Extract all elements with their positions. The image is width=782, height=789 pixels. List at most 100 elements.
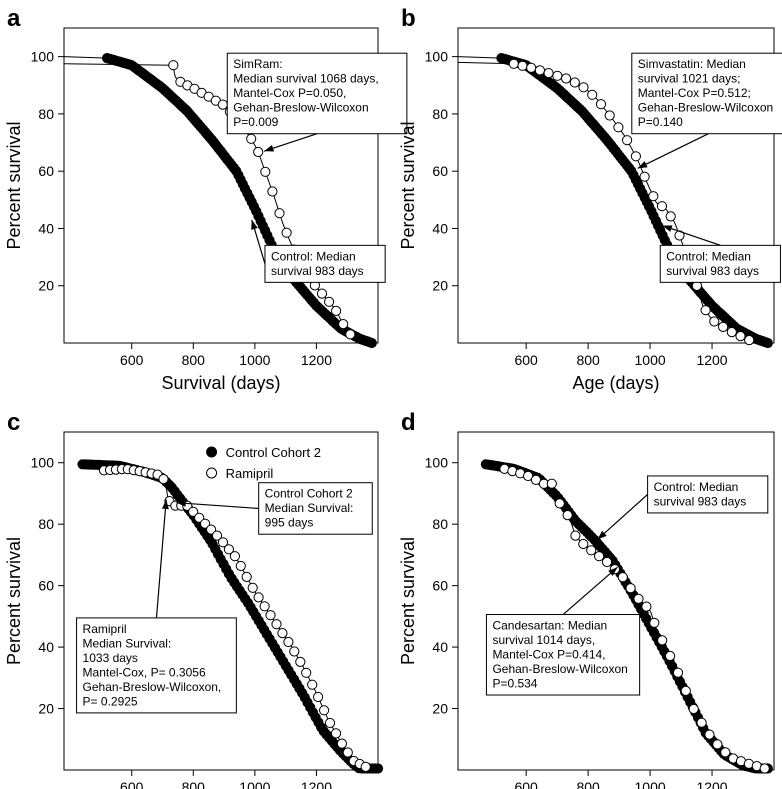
annotation-box: [485, 614, 641, 696]
data-point: [267, 186, 278, 197]
data-point: [307, 679, 318, 690]
data-point: [552, 70, 563, 81]
annotation-arrow-line: [176, 502, 259, 510]
annotation-text: survival 983 days: [654, 494, 747, 508]
series-candesartan: [499, 463, 770, 774]
annotation-arrowhead: [608, 567, 618, 576]
data-point: [211, 530, 223, 541]
data-point: [633, 593, 644, 604]
data-point: [330, 728, 342, 739]
legend-marker: [206, 467, 218, 479]
data-point: [324, 717, 336, 729]
annotation-arrow-line: [562, 566, 618, 615]
data-point: [235, 560, 246, 572]
data-point: [534, 65, 546, 76]
annotation-text: survival 983 days: [666, 264, 759, 278]
data-point: [554, 498, 565, 509]
x-tick-label: 800: [576, 352, 600, 368]
panel-letter: a: [7, 5, 21, 32]
annotation-text: Gehan-Breslow-Wilcoxon: [638, 101, 773, 115]
annotation-text: P= 0.2925: [83, 694, 138, 708]
data-point: [342, 747, 353, 758]
data-point: [260, 166, 271, 177]
data-point: [680, 685, 691, 697]
data-point: [649, 617, 660, 628]
data-point: [744, 335, 755, 346]
legend-marker: [206, 446, 218, 458]
data-point: [604, 110, 615, 121]
data-point: [158, 474, 169, 485]
data-point: [289, 646, 300, 657]
data-point: [720, 747, 731, 758]
data-point: [561, 73, 572, 84]
y-axis-label: Percent survival: [398, 121, 418, 249]
legend: Control Cohort 2 Ramipril: [206, 445, 321, 481]
data-point: [247, 582, 258, 593]
data-point: [295, 656, 306, 668]
x-tick-label: 800: [576, 779, 600, 789]
data-point: [613, 122, 624, 133]
data-point: [700, 305, 711, 316]
data-point: [338, 319, 349, 330]
data-point: [601, 556, 613, 568]
panel-d: d6008001000120020406080100Age (days)Perc…: [398, 409, 775, 789]
annotation-text: survival 1021 days;: [638, 72, 741, 86]
x-tick-label: 600: [514, 779, 538, 789]
annotation-text: survival 983 days: [271, 264, 364, 278]
data-point: [274, 208, 285, 219]
y-tick-label: 40: [38, 220, 54, 236]
data-point: [366, 337, 377, 349]
data-point: [726, 327, 737, 338]
annotation-text: Mantel-Cox P=0.512;: [638, 86, 751, 100]
annotation-text: P=0.140: [638, 115, 683, 129]
data-point: [594, 551, 605, 562]
data-point: [277, 628, 288, 639]
series-ramipril: [98, 464, 371, 773]
y-tick-label: 100: [425, 49, 449, 65]
data-point: [595, 99, 607, 110]
x-tick-label: 1200: [696, 779, 727, 789]
x-tick-label: 1200: [301, 352, 332, 368]
y-tick-label: 80: [432, 106, 448, 122]
data-point: [570, 530, 581, 541]
panel-letter: c: [7, 409, 20, 436]
data-point: [704, 729, 715, 740]
data-point: [517, 60, 528, 71]
data-point: [657, 635, 668, 646]
annotation-box: [647, 475, 769, 514]
x-tick-label: 800: [182, 352, 206, 368]
x-tick-label: 600: [120, 779, 144, 789]
y-axis-label: Percent survival: [398, 537, 418, 665]
data-point: [508, 58, 519, 69]
data-point: [229, 551, 240, 562]
y-tick-label: 60: [432, 578, 448, 594]
annotation-arrow-line: [597, 493, 649, 540]
data-point: [569, 77, 580, 88]
annotation-text: Control: Median: [654, 480, 739, 494]
annotation-text: Mantel-Cox, P= 0.3056: [83, 665, 206, 679]
data-point: [641, 601, 652, 612]
data-point: [217, 99, 228, 110]
annotation-text: Control Cohort 2: [265, 487, 353, 501]
data-point: [241, 571, 252, 583]
annotation-box: [226, 52, 408, 135]
data-point: [168, 60, 179, 71]
y-tick-label: 80: [38, 516, 54, 532]
y-tick-label: 40: [38, 639, 54, 655]
data-point: [718, 321, 729, 332]
y-tick-label: 80: [432, 516, 448, 532]
y-tick-label: 20: [38, 278, 54, 294]
annotation-arrow-line: [155, 499, 167, 618]
annotation-arrowhead: [251, 219, 258, 230]
data-point: [319, 705, 330, 716]
data-point: [253, 592, 264, 603]
data-point: [617, 572, 628, 583]
y-tick-label: 40: [432, 220, 448, 236]
y-tick-label: 60: [432, 163, 448, 179]
data-point: [526, 62, 537, 73]
